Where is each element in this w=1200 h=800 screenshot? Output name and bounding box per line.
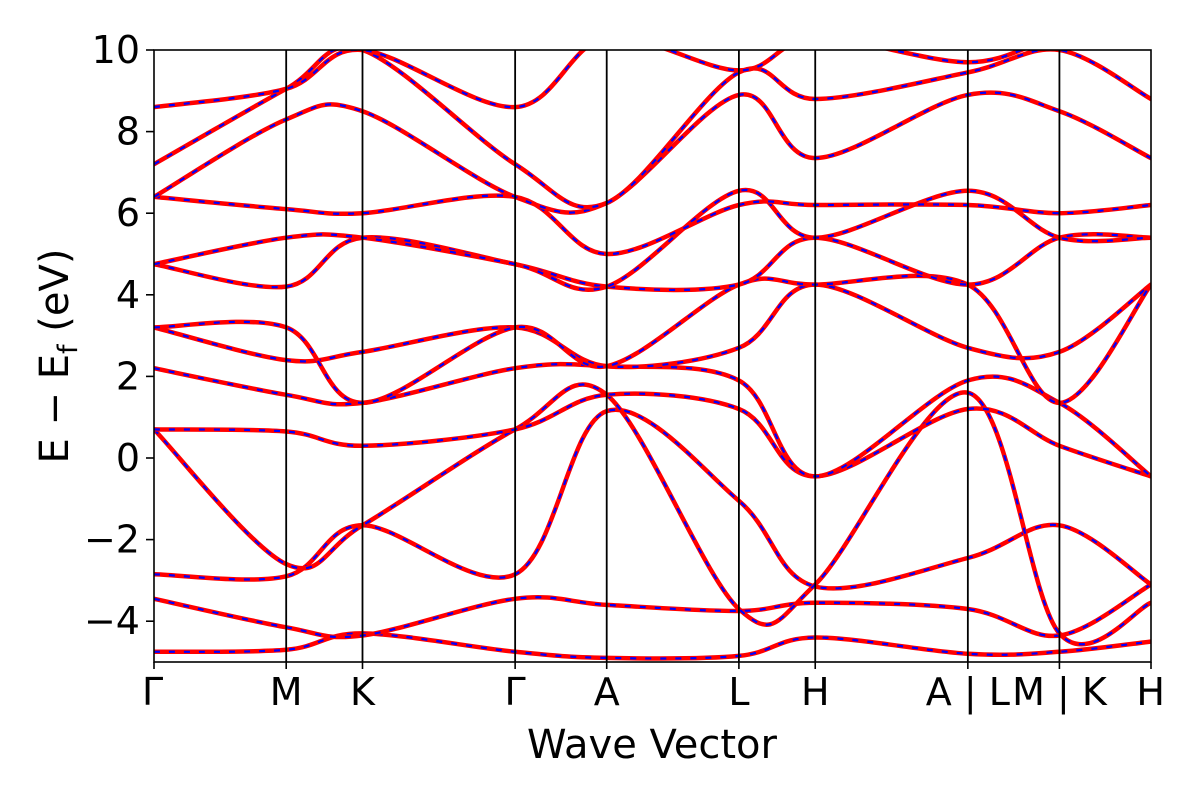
x-tick-label-8: A | L (926, 670, 1010, 715)
x-tick-label-5: A (594, 670, 620, 714)
band-line-5-overlay (154, 392, 1151, 478)
y-tick-label-3: 0 (116, 436, 140, 480)
y-tick-label-8: 10 (92, 28, 140, 72)
band-line-6 (154, 361, 1151, 479)
y-tick-label-4: 2 (116, 354, 140, 398)
band-line-7-overlay (154, 283, 1151, 369)
x-tick-label-6: L (728, 670, 749, 714)
y-axis-title-unit: (eV) (32, 249, 78, 345)
plot-frame (153, 49, 1152, 663)
band-line-11-overlay (154, 194, 1151, 256)
band-line-4-overlay (154, 383, 1151, 646)
band-line-10-overlay (154, 188, 1151, 291)
band-line-9-overlay (154, 233, 1151, 292)
y-axis-title: E − Ef (eV) (32, 249, 84, 464)
x-tick-label-9: M | K (1012, 670, 1108, 715)
band-line-8-overlay (154, 274, 1151, 405)
x-axis-title: Wave Vector (527, 722, 778, 768)
band-line-14-overlay (154, 50, 1025, 109)
x-tick-label-10: H (1136, 670, 1165, 714)
band-line-3-overlay (154, 408, 1151, 590)
y-axis-ticks: −4 −2 0 2 4 6 8 10 (84, 28, 154, 643)
x-tick-label-4: Γ (505, 670, 526, 714)
band-line-1-overlay (154, 632, 1151, 660)
x-tick-label-2: M (270, 670, 303, 714)
y-tick-label-2: −2 (84, 518, 140, 562)
kpoint-divider-lines (285, 50, 1061, 662)
bands-layer (154, 50, 1151, 661)
x-tick-label-7: H (801, 670, 830, 714)
y-tick-label-7: 8 (116, 110, 140, 154)
x-tick-label-1: Γ (142, 670, 163, 714)
y-tick-label-5: 4 (116, 273, 140, 317)
x-tick-label-3: K (350, 670, 376, 714)
band-line-2-overlay (154, 583, 1151, 639)
y-axis-title-subscript: f (53, 343, 84, 354)
band-line-12-overlay (154, 91, 1151, 214)
y-tick-label-6: 6 (116, 191, 140, 235)
y-axis-title-main: E − E (32, 354, 78, 464)
y-tick-label-1: −4 (84, 599, 140, 643)
band-line-13-overlay (154, 50, 1151, 209)
